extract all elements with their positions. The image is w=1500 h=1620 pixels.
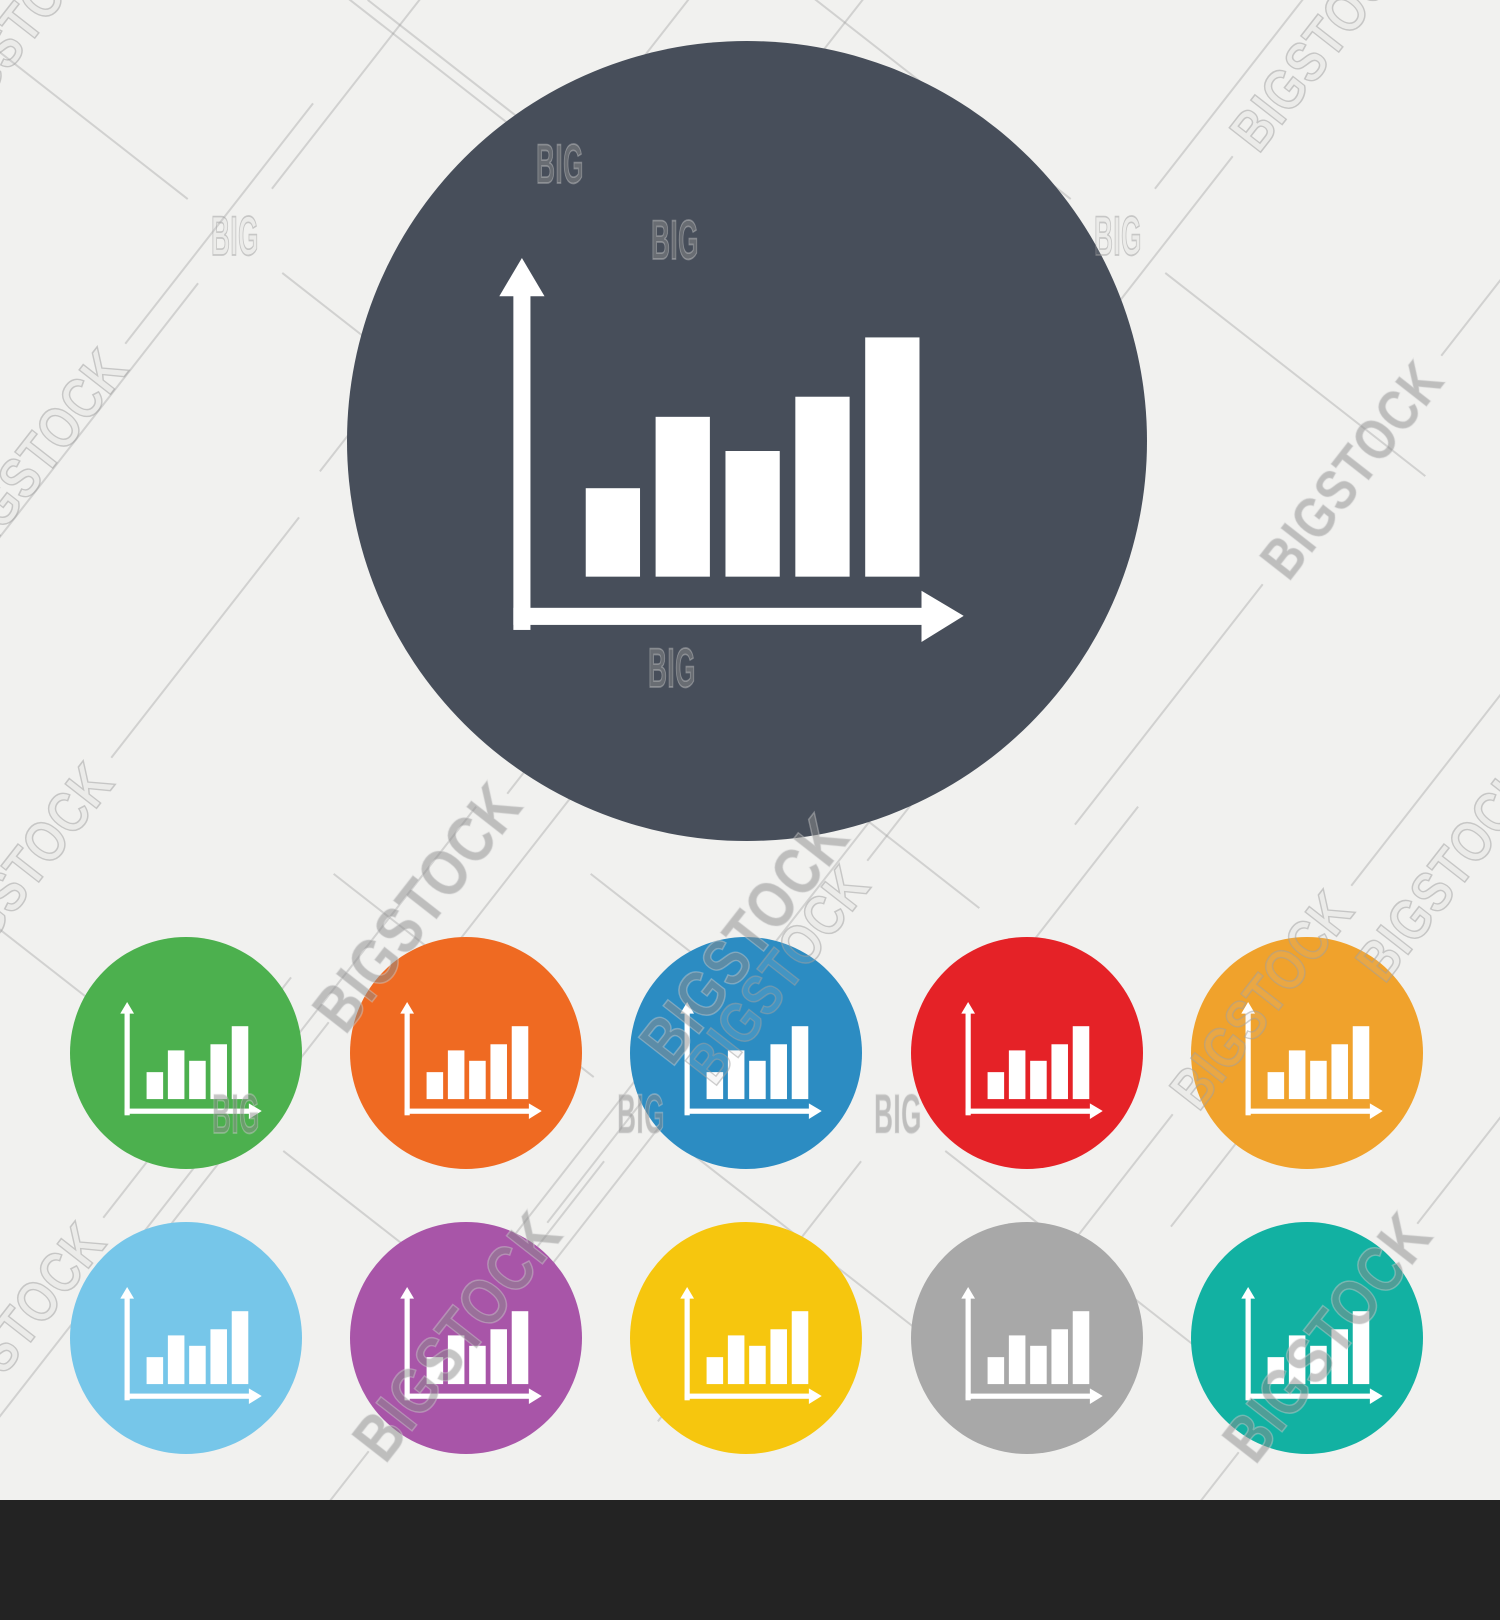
- bar-graph-chart-icon: [120, 1002, 262, 1119]
- bar-graph-chart-icon: [400, 1002, 542, 1119]
- watermark-line: [329, 1450, 370, 1500]
- bar-graph-chart-icon: [680, 1287, 822, 1404]
- footer-bar: BIGSTOCK Image ID: 61887737 bigstock.com: [0, 1500, 1500, 1620]
- chart-icon-sky: [70, 1222, 302, 1454]
- chart-icon-purple: [350, 1222, 582, 1454]
- watermark-text-big: BIG: [211, 204, 259, 268]
- watermark-line: [1416, 1116, 1500, 1225]
- watermark-text-bigstock: BIGSTOCK: [1217, 0, 1427, 163]
- bar-graph-chart-icon: [961, 1287, 1103, 1404]
- watermark-text-bigstock: BIGSTOCK: [0, 336, 141, 579]
- chart-icon-yellow: [630, 1222, 862, 1454]
- watermark-line: [271, 0, 421, 190]
- icon-artboard: BIG BIG BIG BIG BIG BIG BIG BIG BIGSTOCK BIGSTOCK…: [0, 0, 1500, 1500]
- bar-graph-chart-icon: [1241, 1287, 1383, 1404]
- chart-icon-green: [70, 937, 302, 1169]
- watermark-line: [1164, 272, 1426, 477]
- chart-icon-teal: [1191, 1222, 1423, 1454]
- bar-graph-chart-icon: [400, 1287, 542, 1404]
- bar-graph-chart-icon: [961, 1002, 1103, 1119]
- watermark-line: [1200, 1451, 1240, 1500]
- bar-graph-chart-icon: [1241, 1002, 1383, 1119]
- watermark-line: [0, 282, 199, 539]
- watermark-line: [110, 516, 300, 759]
- watermark-text-bigstock: BIGSTOCK: [0, 750, 127, 993]
- chart-icon-orange: [350, 937, 582, 1169]
- watermark-text-bigstock: BIGSTOCK: [0, 0, 123, 149]
- watermark-line: [1350, 693, 1500, 887]
- bar-graph-chart-icon: [499, 258, 964, 642]
- watermark-line: [1440, 278, 1500, 357]
- bar-graph-chart-icon: [120, 1287, 262, 1404]
- chart-icon-red: [911, 937, 1143, 1169]
- chart-icon-blue: [630, 937, 862, 1169]
- chart-icon-amber: [1191, 937, 1423, 1169]
- watermark-text-bigstock: BIGSTOCK: [1247, 348, 1457, 591]
- watermark-line: [124, 102, 314, 345]
- chart-icon-hero-circle: [347, 41, 1147, 841]
- watermark-line: [0, 51, 189, 200]
- watermark-line: [348, 0, 514, 128]
- watermark-text-big: BIG: [874, 1082, 922, 1146]
- chart-icon-gray: [911, 1222, 1143, 1454]
- watermark-line: [1154, 0, 1304, 190]
- bar-graph-chart-icon: [680, 1002, 822, 1119]
